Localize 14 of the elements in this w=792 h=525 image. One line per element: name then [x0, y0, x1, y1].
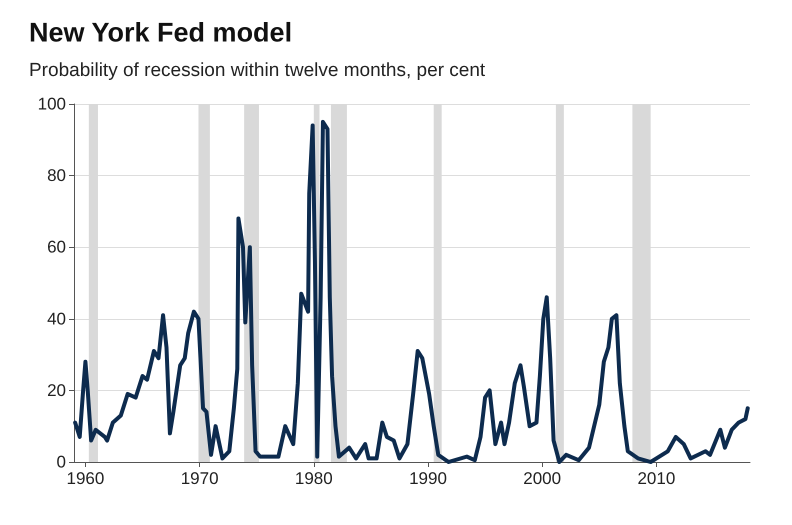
y-tick-label: 40: [47, 309, 66, 328]
x-tick-label: 1990: [409, 469, 447, 488]
x-tick-label: 2000: [523, 469, 562, 488]
y-tick-label: 20: [47, 380, 66, 400]
chart-title: New York Fed model: [29, 18, 292, 48]
y-tick-label: 100: [38, 94, 66, 114]
x-tick-label: 1980: [294, 469, 333, 488]
chart-subtitle: Probability of recession within twelve months, per cent: [29, 60, 486, 81]
x-tick-label: 2010: [637, 469, 676, 488]
y-tick-label: 80: [47, 166, 66, 186]
y-tick-label: 0: [56, 452, 66, 472]
x-tick-label: 1970: [180, 469, 219, 488]
x-tick-label: 1960: [66, 469, 104, 488]
y-tick-label: 60: [47, 238, 66, 257]
